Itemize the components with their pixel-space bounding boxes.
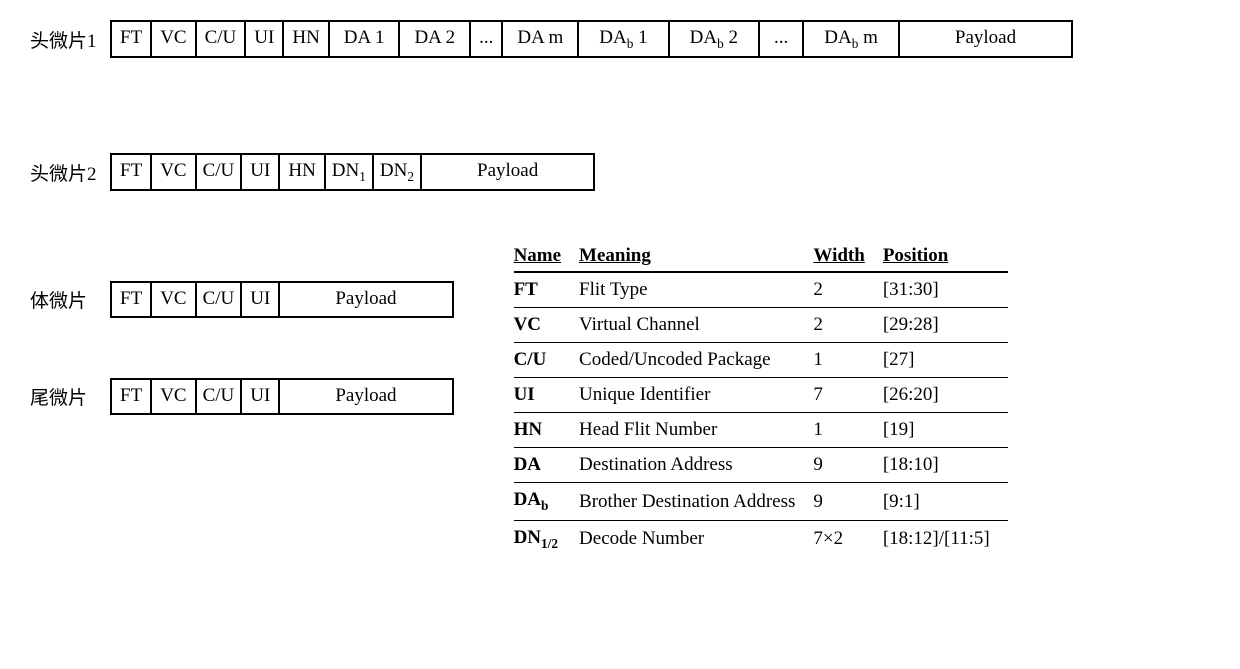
cell-name: DN1/2 xyxy=(514,520,579,557)
cell-name: VC xyxy=(514,308,579,343)
field-hn: HN xyxy=(280,155,325,189)
field-cu: C/U xyxy=(197,283,243,316)
th-meaning: Meaning xyxy=(579,241,813,272)
field-cu: C/U xyxy=(197,380,243,413)
field-cu: C/U xyxy=(197,155,243,189)
cell-position: [29:28] xyxy=(883,308,1008,343)
left-flits: 体微片 FT VC C/U UI Payload 尾微片 FT VC C/U U… xyxy=(30,221,454,474)
th-position: Position xyxy=(883,241,1008,272)
cell-width: 1 xyxy=(813,343,882,378)
head-flit-1-fields: FT VC C/U UI HN DA 1 DA 2 ... DA m DAb 1… xyxy=(110,20,1073,58)
cell-position: [9:1] xyxy=(883,483,1008,521)
cell-width: 9 xyxy=(813,448,882,483)
field-ui: UI xyxy=(242,155,280,189)
definition-table: Name Meaning Width Position FT Flit Type… xyxy=(514,241,1008,558)
body-flit-label: 体微片 xyxy=(30,286,110,313)
field-dn2: DN2 xyxy=(374,155,422,189)
table-row: DA Destination Address 9 [18:10] xyxy=(514,448,1008,483)
cell-name: HN xyxy=(514,413,579,448)
field-dabm: DAb m xyxy=(804,22,900,56)
field-payload: Payload xyxy=(280,380,451,413)
table-row: HN Head Flit Number 1 [19] xyxy=(514,413,1008,448)
cell-position: [18:10] xyxy=(883,448,1008,483)
field-ft: FT xyxy=(112,22,152,56)
lower-section: 体微片 FT VC C/U UI Payload 尾微片 FT VC C/U U… xyxy=(30,221,1210,558)
field-hn: HN xyxy=(284,22,329,56)
cell-width: 2 xyxy=(813,272,882,308)
field-dab2: DAb 2 xyxy=(670,22,760,56)
head-flit-1-row: 头微片1 FT VC C/U UI HN DA 1 DA 2 ... DA m … xyxy=(30,20,1210,58)
cell-meaning: Destination Address xyxy=(579,448,813,483)
field-payload: Payload xyxy=(900,22,1071,56)
field-da2: DA 2 xyxy=(400,22,471,56)
field-vc: VC xyxy=(152,283,196,316)
field-ui: UI xyxy=(246,22,284,56)
table-row: C/U Coded/Uncoded Package 1 [27] xyxy=(514,343,1008,378)
table-row: DAb Brother Destination Address 9 [9:1] xyxy=(514,483,1008,521)
cell-position: [31:30] xyxy=(883,272,1008,308)
head-flit-2-label: 头微片2 xyxy=(30,159,110,186)
tail-flit-row: 尾微片 FT VC C/U UI Payload xyxy=(30,378,454,415)
cell-meaning: Head Flit Number xyxy=(579,413,813,448)
table-row: UI Unique Identifier 7 [26:20] xyxy=(514,378,1008,413)
body-flit-fields: FT VC C/U UI Payload xyxy=(110,281,454,318)
cell-position: [18:12]/[11:5] xyxy=(883,520,1008,557)
cell-position: [27] xyxy=(883,343,1008,378)
field-ft: FT xyxy=(112,380,152,413)
cell-width: 7 xyxy=(813,378,882,413)
cell-meaning: Unique Identifier xyxy=(579,378,813,413)
cell-name: FT xyxy=(514,272,579,308)
field-ui: UI xyxy=(242,380,280,413)
head-flit-2-row: 头微片2 FT VC C/U UI HN DN1 DN2 Payload xyxy=(30,153,1210,191)
cell-width: 9 xyxy=(813,483,882,521)
cell-meaning: Decode Number xyxy=(579,520,813,557)
cell-position: [19] xyxy=(883,413,1008,448)
field-vc: VC xyxy=(152,22,196,56)
field-da1: DA 1 xyxy=(330,22,401,56)
cell-meaning: Brother Destination Address xyxy=(579,483,813,521)
tail-flit-fields: FT VC C/U UI Payload xyxy=(110,378,454,415)
cell-width: 2 xyxy=(813,308,882,343)
field-cu: C/U xyxy=(197,22,247,56)
table-row: DN1/2 Decode Number 7×2 [18:12]/[11:5] xyxy=(514,520,1008,557)
cell-width: 1 xyxy=(813,413,882,448)
table-header-row: Name Meaning Width Position xyxy=(514,241,1008,272)
field-ellipsis1: ... xyxy=(471,22,503,56)
cell-name: C/U xyxy=(514,343,579,378)
table-row: FT Flit Type 2 [31:30] xyxy=(514,272,1008,308)
field-payload: Payload xyxy=(280,283,451,316)
cell-meaning: Coded/Uncoded Package xyxy=(579,343,813,378)
field-ft: FT xyxy=(112,283,152,316)
field-payload: Payload xyxy=(422,155,593,189)
th-width: Width xyxy=(813,241,882,272)
tail-flit-label: 尾微片 xyxy=(30,383,110,410)
cell-meaning: Flit Type xyxy=(579,272,813,308)
cell-name: UI xyxy=(514,378,579,413)
cell-position: [26:20] xyxy=(883,378,1008,413)
field-dam: DA m xyxy=(503,22,579,56)
cell-name: DAb xyxy=(514,483,579,521)
field-ui: UI xyxy=(242,283,280,316)
th-name: Name xyxy=(514,241,579,272)
field-dab1: DAb 1 xyxy=(579,22,669,56)
cell-name: DA xyxy=(514,448,579,483)
head-flit-2-fields: FT VC C/U UI HN DN1 DN2 Payload xyxy=(110,153,595,191)
cell-meaning: Virtual Channel xyxy=(579,308,813,343)
cell-width: 7×2 xyxy=(813,520,882,557)
table-row: VC Virtual Channel 2 [29:28] xyxy=(514,308,1008,343)
field-ellipsis2: ... xyxy=(760,22,804,56)
field-ft: FT xyxy=(112,155,152,189)
field-vc: VC xyxy=(152,155,196,189)
field-vc: VC xyxy=(152,380,196,413)
head-flit-1-label: 头微片1 xyxy=(30,26,110,53)
body-flit-row: 体微片 FT VC C/U UI Payload xyxy=(30,281,454,318)
field-dn1: DN1 xyxy=(326,155,374,189)
